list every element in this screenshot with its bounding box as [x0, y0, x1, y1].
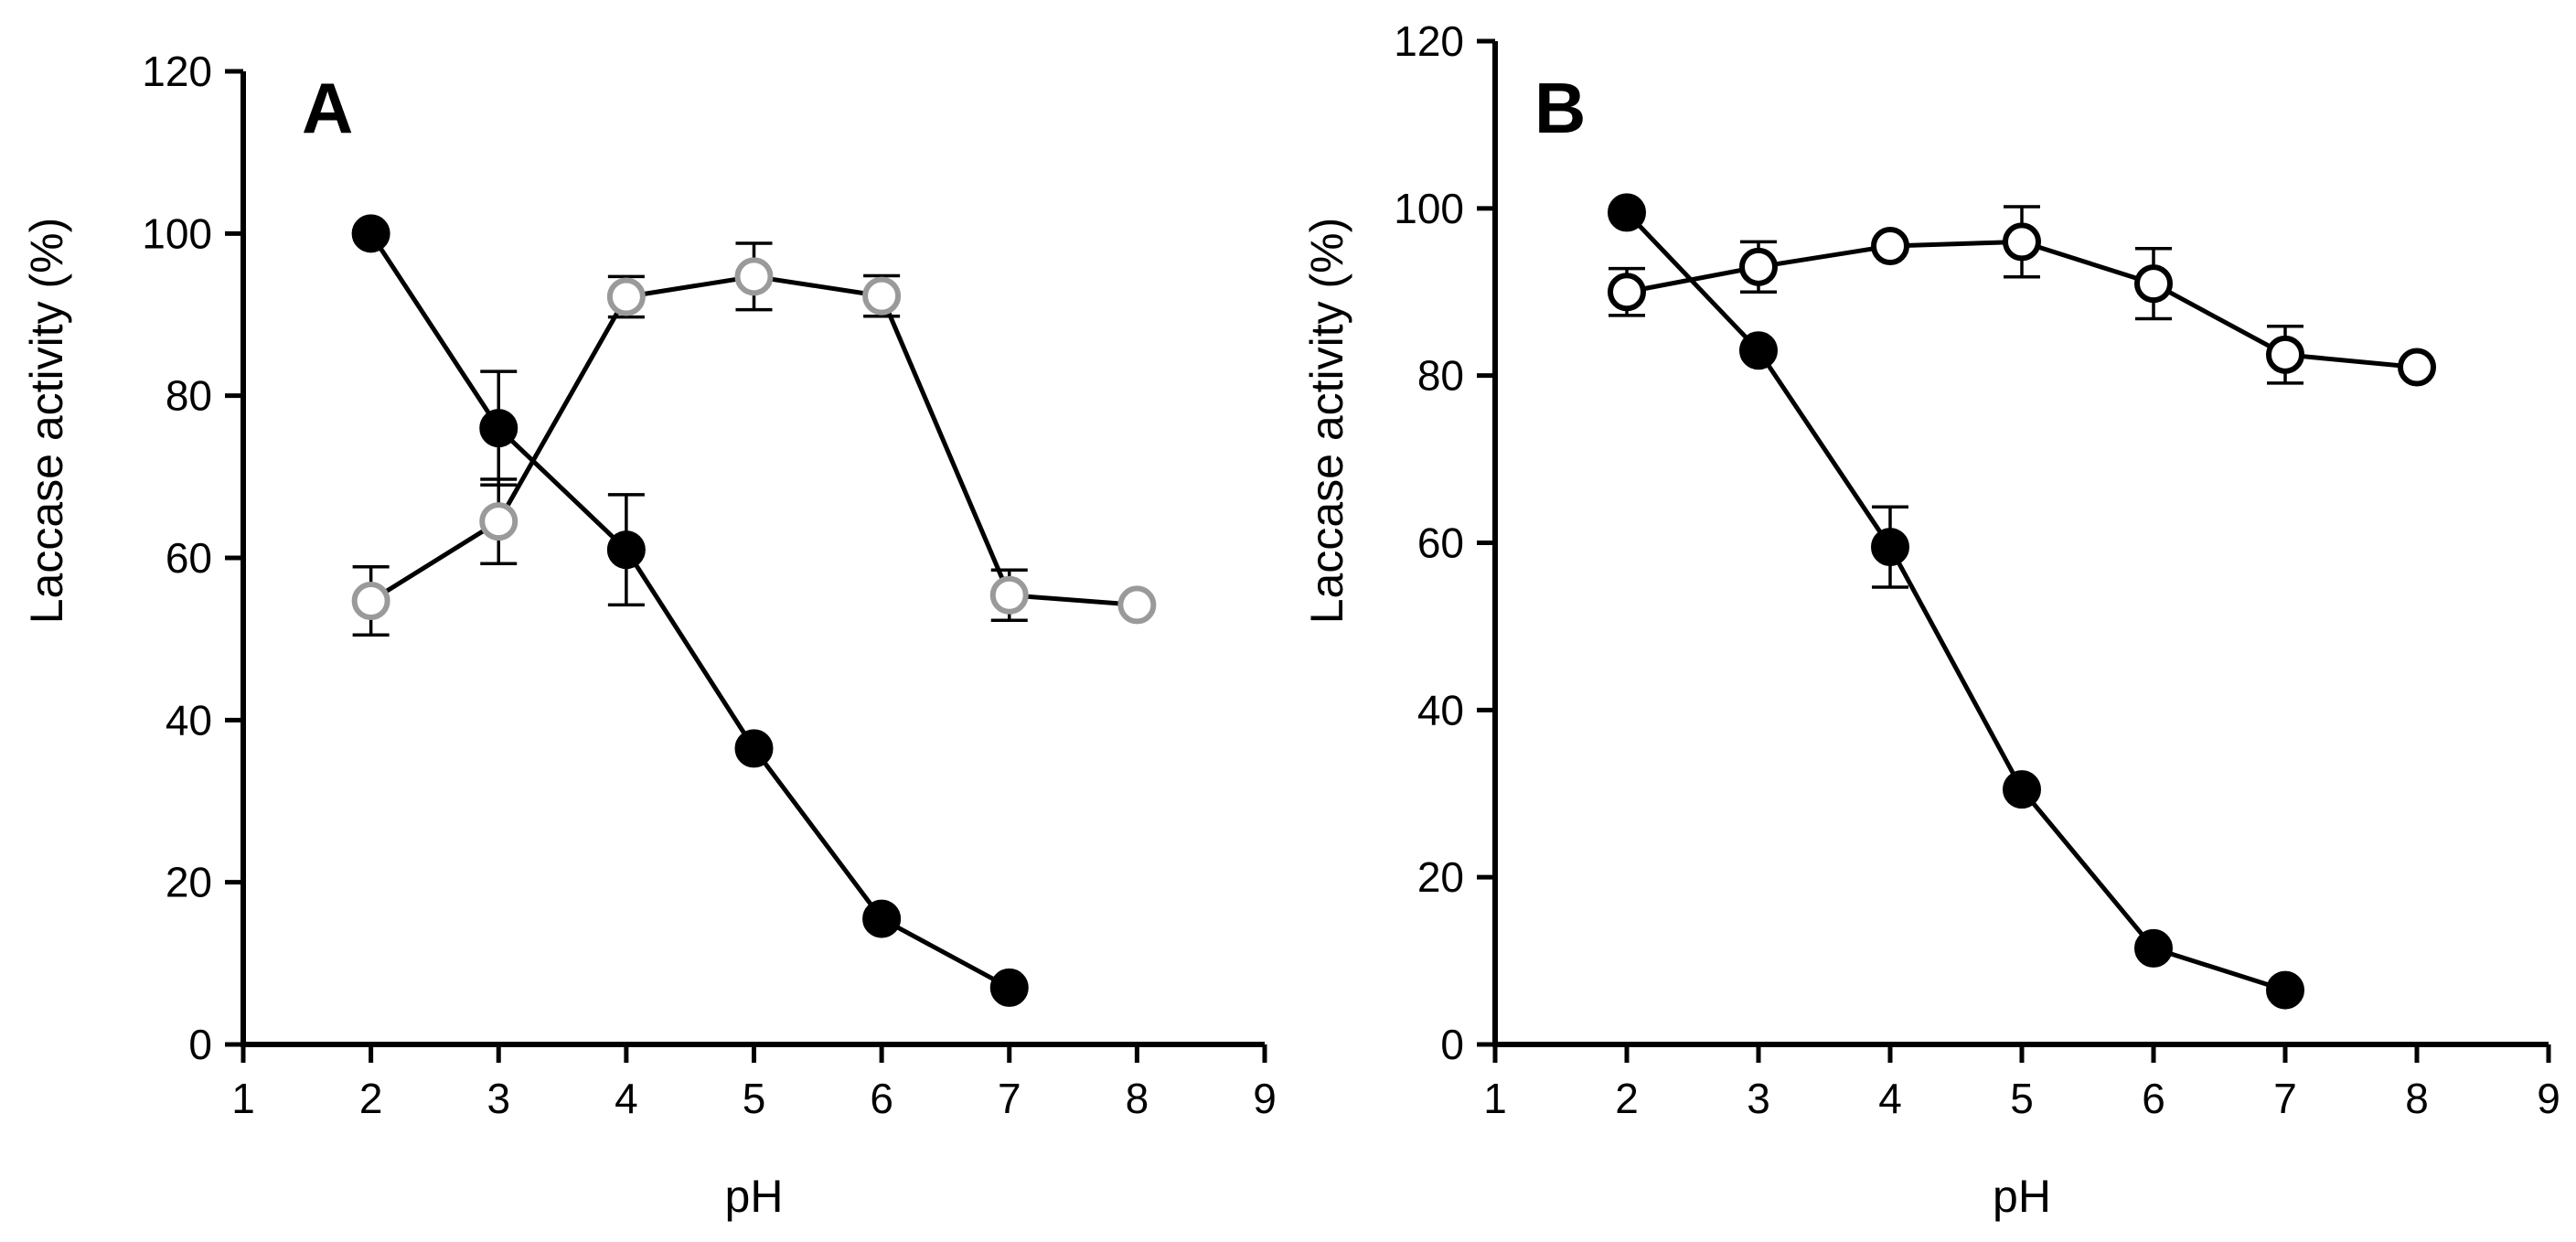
panel-a-y-tick-label: 20 [166, 859, 212, 906]
panel-a-open-series-point [351, 581, 390, 620]
panel-a-filled-series-line [369, 231, 1010, 990]
panel-a-y-tick-label: 0 [188, 1021, 212, 1068]
panel-a-y-tick-label: 40 [166, 696, 212, 744]
panel-a-open-series-point [1117, 585, 1157, 625]
panel-a-x-tick-label: 7 [998, 1075, 1021, 1122]
panel-a-open-series-point [862, 276, 902, 316]
panel-b-filled-series-point [2266, 970, 2304, 1010]
panel-a-filled-series-point [479, 409, 518, 448]
panel-a-y-tick-label: 60 [166, 534, 212, 582]
panel-b-filled-series-line [1625, 210, 2286, 992]
panel-b-open-series-point [1739, 247, 1778, 286]
panel-b-open-series-point [1608, 273, 1646, 312]
panel-b-filled-series-point [1739, 331, 1778, 370]
panel-a-x-tick-label: 5 [743, 1075, 766, 1122]
panel-a-open-series-point [606, 277, 646, 316]
panel-a-x-tick-label: 2 [359, 1075, 383, 1122]
panel-b-x-tick-label: 9 [2537, 1075, 2560, 1122]
panel-a-open-series-point [479, 502, 518, 541]
panel-b-x-tick-label: 6 [2142, 1075, 2165, 1122]
panel-b-open-series-point [2003, 222, 2041, 262]
panel-a-open-series-point [734, 257, 774, 296]
panel-a-y-axis-title: Laccase activity (%) [21, 218, 72, 625]
panel-a-x-tick-label: 6 [870, 1075, 893, 1122]
panel-a-y-tick-label: 80 [166, 372, 212, 420]
panel-b-x-axis-title: pH [1993, 1171, 2051, 1222]
panel-b-filled-series-point [2003, 770, 2041, 809]
panel-b-label: B [1534, 68, 1586, 148]
panel-a-y-tick-label: 100 [142, 209, 212, 257]
panel-a-open-series-point [989, 575, 1029, 615]
chart-panel-b: 0 20 40 60 80 100 120 1 2 3 4 5 6 7 8 9 pH Laccase activi… [1301, 17, 2560, 1222]
chart-panel-a: 0 20 40 60 80 100 120 1 2 3 4 5 6 7 8 9 pH Laccase activi… [21, 48, 1277, 1222]
panel-b-filled-series-point [2134, 928, 2173, 968]
panel-a-filled-series-point [606, 530, 646, 570]
panel-b-x-tick-label: 2 [1615, 1075, 1639, 1122]
panel-b-y-tick-label: 100 [1394, 185, 1464, 232]
panel-b-x-tick-label: 3 [1747, 1075, 1770, 1122]
panel-b-filled-series-point [1608, 193, 1646, 232]
panel-b-x-tick-label: 4 [1878, 1075, 1902, 1122]
panel-a-y-tick-label: 120 [142, 48, 212, 95]
panel-b-x-tick-label: 8 [2405, 1075, 2429, 1122]
panel-b-open-series-point [2398, 348, 2436, 387]
panel-b-y-axis-title: Laccase activity (%) [1301, 218, 1352, 625]
panel-b-y-tick-label: 60 [1417, 519, 1464, 567]
panel-a-filled-series-point [351, 214, 390, 253]
panel-a-x-axis-title: pH [725, 1171, 784, 1222]
panel-b-x-tick-label: 1 [1483, 1075, 1507, 1122]
panel-a-x-tick-label: 4 [615, 1075, 638, 1122]
panel-a-x-tick-label: 3 [486, 1075, 510, 1122]
panel-a-filled-series-point [862, 899, 902, 938]
panel-b-y-tick-label: 80 [1417, 352, 1464, 400]
panel-b-y-tick-label: 120 [1394, 17, 1464, 65]
panel-a-filled-series-point [989, 968, 1029, 1007]
panel-b-x-tick-label: 5 [2010, 1075, 2034, 1122]
panel-a-x-tick-label: 9 [1253, 1075, 1277, 1122]
panel-b-y-tick-label: 20 [1417, 853, 1464, 901]
panel-a-x-tick-label: 1 [231, 1075, 255, 1122]
panel-b-open-series-point [2134, 264, 2173, 304]
panel-b-x-tick-label: 7 [2273, 1075, 2297, 1122]
panel-a-x-tick-label: 8 [1126, 1075, 1149, 1122]
panel-b-y-tick-label: 40 [1417, 686, 1464, 733]
panel-b-filled-series-point [1871, 528, 1909, 567]
panel-a-filled-series-point [734, 729, 774, 768]
panel-a-label: A [302, 68, 353, 148]
panel-b-open-series-point [1871, 226, 1909, 265]
panel-b-open-series-point [2266, 335, 2304, 374]
panel-b-y-tick-label: 0 [1440, 1021, 1464, 1068]
